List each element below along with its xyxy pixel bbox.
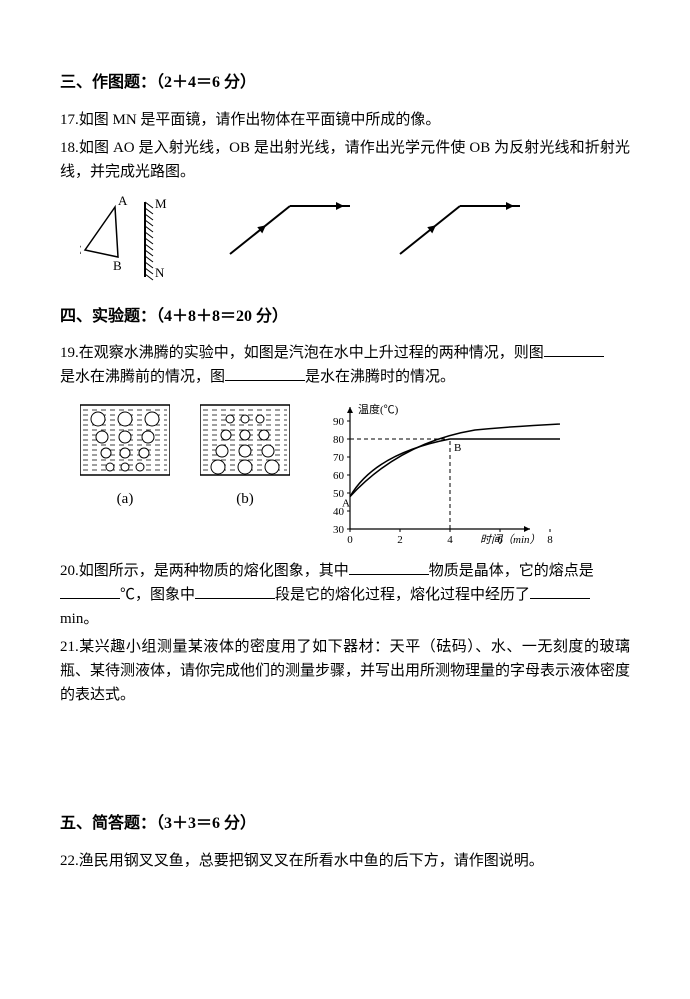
svg-text:70: 70 bbox=[333, 452, 345, 464]
q20-blank-3 bbox=[195, 583, 275, 599]
svg-text:8: 8 bbox=[547, 534, 553, 546]
question-21: 21.某兴趣小组测量某液体的密度用了如下器材：天平（砝码）、水、一无刻度的玻璃瓶… bbox=[60, 635, 630, 707]
svg-text:0: 0 bbox=[347, 534, 353, 546]
q19-text-c: 是水在沸腾时的情况。 bbox=[305, 369, 455, 385]
svg-text:M: M bbox=[155, 196, 167, 211]
svg-text:A: A bbox=[118, 194, 128, 208]
q20-blank-2 bbox=[60, 583, 120, 599]
section-4-title: 四、实验题：（4＋8＋8＝20 分） bbox=[60, 304, 630, 330]
figures-17-18: A B C M N bbox=[80, 194, 630, 284]
fig-17-mirror: A B C M N bbox=[80, 194, 190, 284]
question-19: 19.在观察水沸腾的实验中，如图是汽泡在水中上升过程的两种情况，则图 是水在沸腾… bbox=[60, 341, 630, 389]
section-5-title: 五、简答题：（3＋3＝6 分） bbox=[60, 811, 630, 837]
q19-text-a: 19.在观察水沸腾的实验中，如图是汽泡在水中上升过程的两种情况，则图 bbox=[60, 345, 544, 361]
fig-19a-bubbles bbox=[80, 399, 170, 481]
q20-text-a: 20.如图所示，是两种物质的熔化图象，其中 bbox=[60, 563, 349, 579]
q19-blank-2 bbox=[225, 365, 305, 381]
question-22: 22.渔民用钢叉叉鱼，总要把钢叉叉在所看水中鱼的后下方，请作图说明。 bbox=[60, 849, 630, 873]
q20-blank-4 bbox=[530, 583, 590, 599]
svg-text:4: 4 bbox=[447, 534, 453, 546]
fig-20-melting-chart: 02468101230405060708090温度(℃)时间（min）ABCD甲… bbox=[320, 399, 560, 549]
svg-text:B: B bbox=[113, 258, 122, 273]
fig-18-ray-reflect bbox=[220, 194, 360, 264]
q20-text-e: min。 bbox=[60, 611, 98, 627]
caption-b: (b) bbox=[200, 487, 290, 511]
svg-text:C: C bbox=[80, 242, 82, 257]
svg-text:30: 30 bbox=[333, 524, 345, 536]
svg-text:A: A bbox=[342, 498, 350, 510]
q19-text-b: 是水在沸腾前的情况，图 bbox=[60, 369, 225, 385]
svg-text:B: B bbox=[454, 442, 461, 454]
q20-text-c: ℃，图象中 bbox=[120, 587, 195, 603]
svg-text:2: 2 bbox=[397, 534, 403, 546]
figures-19: (a) (b) 02468101230405060708090温度(℃)时间（m… bbox=[80, 399, 630, 549]
q19-blank-1 bbox=[544, 341, 604, 357]
svg-text:N: N bbox=[155, 265, 165, 280]
svg-text:温度(℃): 温度(℃) bbox=[358, 402, 399, 416]
svg-text:80: 80 bbox=[333, 434, 345, 446]
section-3-title: 三、作图题：（2＋4＝6 分） bbox=[60, 70, 630, 96]
q20-text-d: 段是它的熔化过程，熔化过程中经历了 bbox=[275, 587, 530, 603]
svg-text:时间（min）: 时间（min） bbox=[480, 533, 541, 546]
q20-text-b: 物质是晶体，它的熔点是 bbox=[429, 563, 594, 579]
question-20: 20.如图所示，是两种物质的熔化图象，其中 物质是晶体，它的熔点是 ℃，图象中 段是… bbox=[60, 559, 630, 631]
fig-19b-bubbles bbox=[200, 399, 290, 481]
q20-blank-1 bbox=[349, 559, 429, 575]
question-18: 18.如图 AO 是入射光线，OB 是出射光线，请作出光学元件使 OB 为反射光… bbox=[60, 136, 630, 184]
svg-text:90: 90 bbox=[333, 416, 345, 428]
question-17: 17.如图 MN 是平面镜，请作出物体在平面镜中所成的像。 bbox=[60, 108, 630, 132]
svg-text:60: 60 bbox=[333, 470, 345, 482]
fig-18-ray-refract bbox=[390, 194, 530, 264]
caption-a: (a) bbox=[80, 487, 170, 511]
